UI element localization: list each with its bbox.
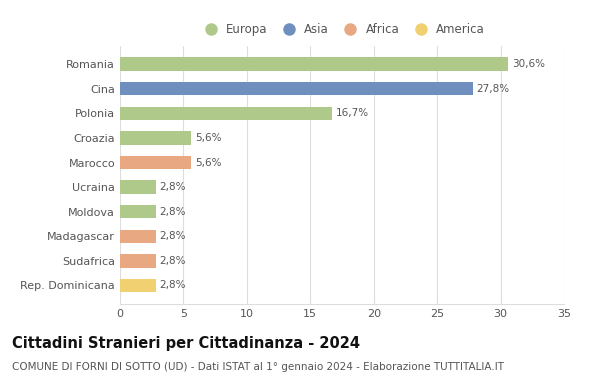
Bar — [120, 230, 155, 243]
Bar — [120, 57, 508, 71]
Bar — [120, 180, 155, 194]
Bar — [120, 131, 191, 145]
Bar — [120, 156, 191, 169]
Text: 30,6%: 30,6% — [512, 59, 545, 69]
Text: 5,6%: 5,6% — [195, 157, 221, 168]
Bar — [120, 82, 473, 95]
Text: 2,8%: 2,8% — [160, 256, 186, 266]
Text: 2,8%: 2,8% — [160, 280, 186, 290]
Bar — [120, 205, 155, 218]
Text: 27,8%: 27,8% — [476, 84, 509, 94]
Bar — [120, 279, 155, 292]
Bar — [120, 254, 155, 268]
Legend: Europa, Asia, Africa, America: Europa, Asia, Africa, America — [194, 18, 490, 40]
Text: 2,8%: 2,8% — [160, 207, 186, 217]
Text: Cittadini Stranieri per Cittadinanza - 2024: Cittadini Stranieri per Cittadinanza - 2… — [12, 336, 360, 351]
Bar — [120, 106, 332, 120]
Text: 2,8%: 2,8% — [160, 231, 186, 241]
Text: 2,8%: 2,8% — [160, 182, 186, 192]
Text: 16,7%: 16,7% — [335, 108, 369, 118]
Text: COMUNE DI FORNI DI SOTTO (UD) - Dati ISTAT al 1° gennaio 2024 - Elaborazione TUT: COMUNE DI FORNI DI SOTTO (UD) - Dati IST… — [12, 362, 504, 372]
Text: 5,6%: 5,6% — [195, 133, 221, 143]
